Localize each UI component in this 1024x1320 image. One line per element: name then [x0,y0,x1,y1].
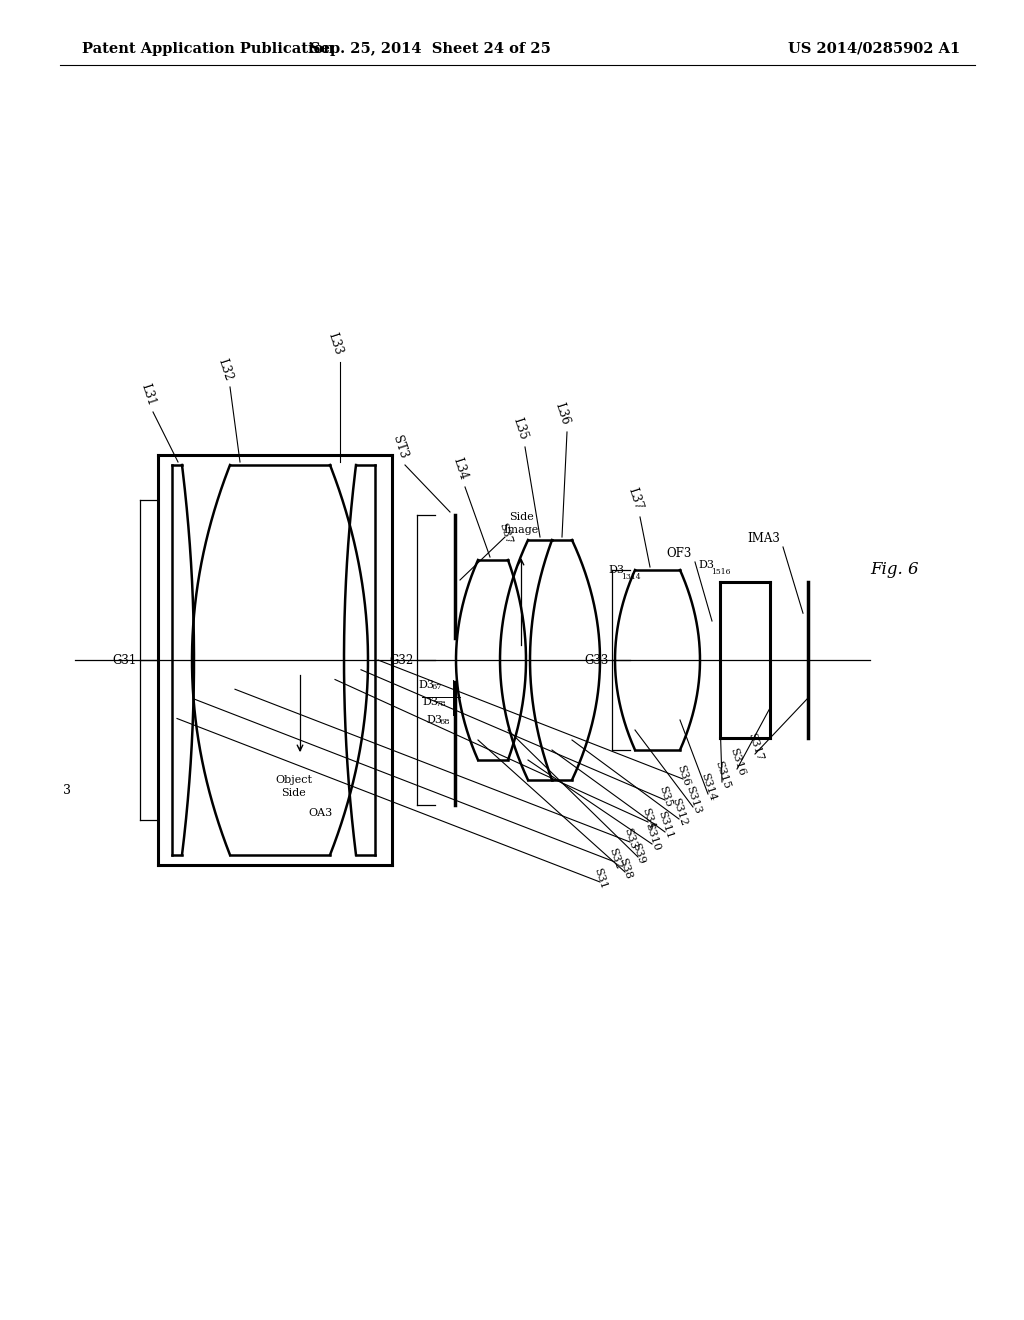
Text: S39: S39 [630,841,646,865]
Text: D3: D3 [418,680,434,690]
Text: 3: 3 [63,784,71,796]
Text: S313: S313 [684,784,702,814]
Text: D3: D3 [426,715,442,725]
Text: Patent Application Publication: Patent Application Publication [82,42,334,55]
Text: US 2014/0285902 A1: US 2014/0285902 A1 [787,42,961,55]
Text: L33: L33 [326,331,345,356]
Text: ST3: ST3 [390,434,410,459]
Text: L36: L36 [552,401,571,426]
Text: 67: 67 [431,682,441,690]
Text: OF3: OF3 [667,546,692,560]
Text: S38: S38 [616,857,633,880]
Text: S312: S312 [670,796,688,828]
Text: S32: S32 [607,846,624,870]
Text: S31: S31 [592,866,608,890]
Text: 1516: 1516 [711,568,730,576]
Text: S33: S33 [622,826,638,850]
Text: S311: S311 [655,809,674,840]
Text: IMA3: IMA3 [748,532,780,545]
Text: Object: Object [275,775,312,785]
Text: S37: S37 [497,521,513,545]
Text: D3: D3 [608,565,624,576]
Text: 68: 68 [439,718,450,726]
Text: S35: S35 [656,784,673,808]
Text: 78: 78 [435,700,445,708]
Text: S34: S34 [640,807,656,830]
Text: D3: D3 [422,697,438,708]
Text: G31: G31 [113,653,137,667]
Text: Fig. 6: Fig. 6 [870,561,919,578]
Text: Image: Image [504,525,539,535]
Text: Side: Side [509,512,534,521]
Text: L31: L31 [138,381,158,407]
Text: Side: Side [282,788,306,799]
Text: D3: D3 [698,560,714,570]
Text: L37: L37 [626,486,645,512]
Text: S36: S36 [675,763,691,787]
Text: L32: L32 [215,356,234,381]
Text: S314: S314 [698,771,717,803]
Text: 1314: 1314 [621,573,641,581]
Text: OA3: OA3 [308,808,332,818]
Text: G32: G32 [390,653,414,667]
Text: Sep. 25, 2014  Sheet 24 of 25: Sep. 25, 2014 Sheet 24 of 25 [309,42,551,55]
Text: L35: L35 [510,416,529,442]
Text: S317: S317 [745,731,764,762]
Text: G33: G33 [585,653,609,667]
Text: L34: L34 [451,457,470,482]
Text: S316: S316 [728,746,746,777]
Text: S315: S315 [713,759,731,789]
Text: S310: S310 [643,821,662,851]
